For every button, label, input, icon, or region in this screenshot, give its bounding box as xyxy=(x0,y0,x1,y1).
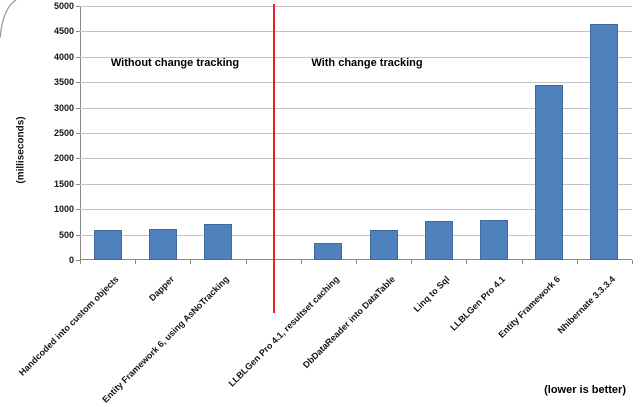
category-label: Dapper xyxy=(146,274,176,304)
category-label: LLBLGen Pro 4.1 xyxy=(448,274,508,333)
bar xyxy=(148,228,177,260)
x-tick-mark xyxy=(411,260,413,264)
y-tick-label: 0 xyxy=(68,255,74,265)
bar xyxy=(314,243,343,260)
bar xyxy=(590,23,619,260)
gridline-4000 xyxy=(80,56,632,58)
x-tick-mark xyxy=(521,260,523,264)
category-label: Nhibernate 3.3.3.4 xyxy=(555,274,618,336)
x-tick-mark xyxy=(632,260,633,264)
gridline-4500 xyxy=(80,31,632,33)
y-tick-label: 4500 xyxy=(53,26,74,37)
x-tick-mark xyxy=(245,260,247,264)
y-tick-label: 2000 xyxy=(53,153,74,164)
bar xyxy=(369,229,398,260)
y-tick-label: 500 xyxy=(58,229,74,240)
gridline-1000 xyxy=(80,209,632,211)
y-tick-mark xyxy=(76,234,80,236)
x-tick-mark xyxy=(300,260,302,264)
y-tick-label: 5000 xyxy=(53,1,74,11)
bar xyxy=(535,84,564,260)
group-divider-line xyxy=(272,4,275,313)
y-tick-mark xyxy=(76,158,80,160)
footnote-lower-is-better: (lower is better) xyxy=(544,384,626,396)
y-tick-label: 1500 xyxy=(53,178,74,189)
x-tick-mark xyxy=(576,260,578,264)
gridline-2500 xyxy=(80,133,632,134)
y-tick-mark xyxy=(76,260,80,261)
y-tick-label: 3000 xyxy=(53,102,74,113)
gridline-5000 xyxy=(80,6,632,7)
y-tick-mark xyxy=(76,209,80,211)
y-tick-label: 2500 xyxy=(53,128,74,138)
gridline-500 xyxy=(80,234,632,236)
category-label: Entity Framework 6, using AsNoTracking xyxy=(100,274,232,405)
bar xyxy=(424,221,453,260)
y-tick-mark xyxy=(76,133,80,134)
x-tick-mark xyxy=(466,260,468,264)
x-tick-mark xyxy=(80,260,81,264)
section-label-with-tracking: With change tracking xyxy=(311,57,423,69)
gridline-3500 xyxy=(80,82,632,84)
y-tick-mark xyxy=(76,82,80,84)
y-tick-label: 3500 xyxy=(53,77,74,88)
category-label: DbDataReader into DataTable xyxy=(300,274,397,371)
gridline-1500 xyxy=(80,183,632,185)
bar xyxy=(480,220,508,260)
gridline-2000 xyxy=(80,158,632,160)
category-label: Linq to Sql xyxy=(411,274,452,314)
y-axis-title: (milliseconds) xyxy=(15,116,27,184)
x-tick-mark xyxy=(135,260,137,264)
y-tick-mark xyxy=(76,107,80,109)
section-label-without-tracking: Without change tracking xyxy=(110,57,240,69)
y-tick-mark xyxy=(76,31,80,33)
bar xyxy=(93,230,122,260)
x-tick-mark xyxy=(356,260,357,264)
category-label: LLBLGen Pro 4.1, resultset caching xyxy=(226,274,342,389)
y-tick-label: 1000 xyxy=(53,204,74,215)
corner-artifact xyxy=(0,0,17,39)
y-tick-mark xyxy=(76,6,80,7)
y-tick-label: 4000 xyxy=(53,51,74,62)
y-tick-mark xyxy=(76,183,80,185)
category-label: Handcoded into custom objects xyxy=(17,274,121,378)
x-tick-mark xyxy=(190,260,192,264)
gridline-3000 xyxy=(80,107,632,109)
bar xyxy=(204,224,232,260)
category-label: Entity Framework 6 xyxy=(496,274,563,340)
y-tick-mark xyxy=(76,56,80,58)
